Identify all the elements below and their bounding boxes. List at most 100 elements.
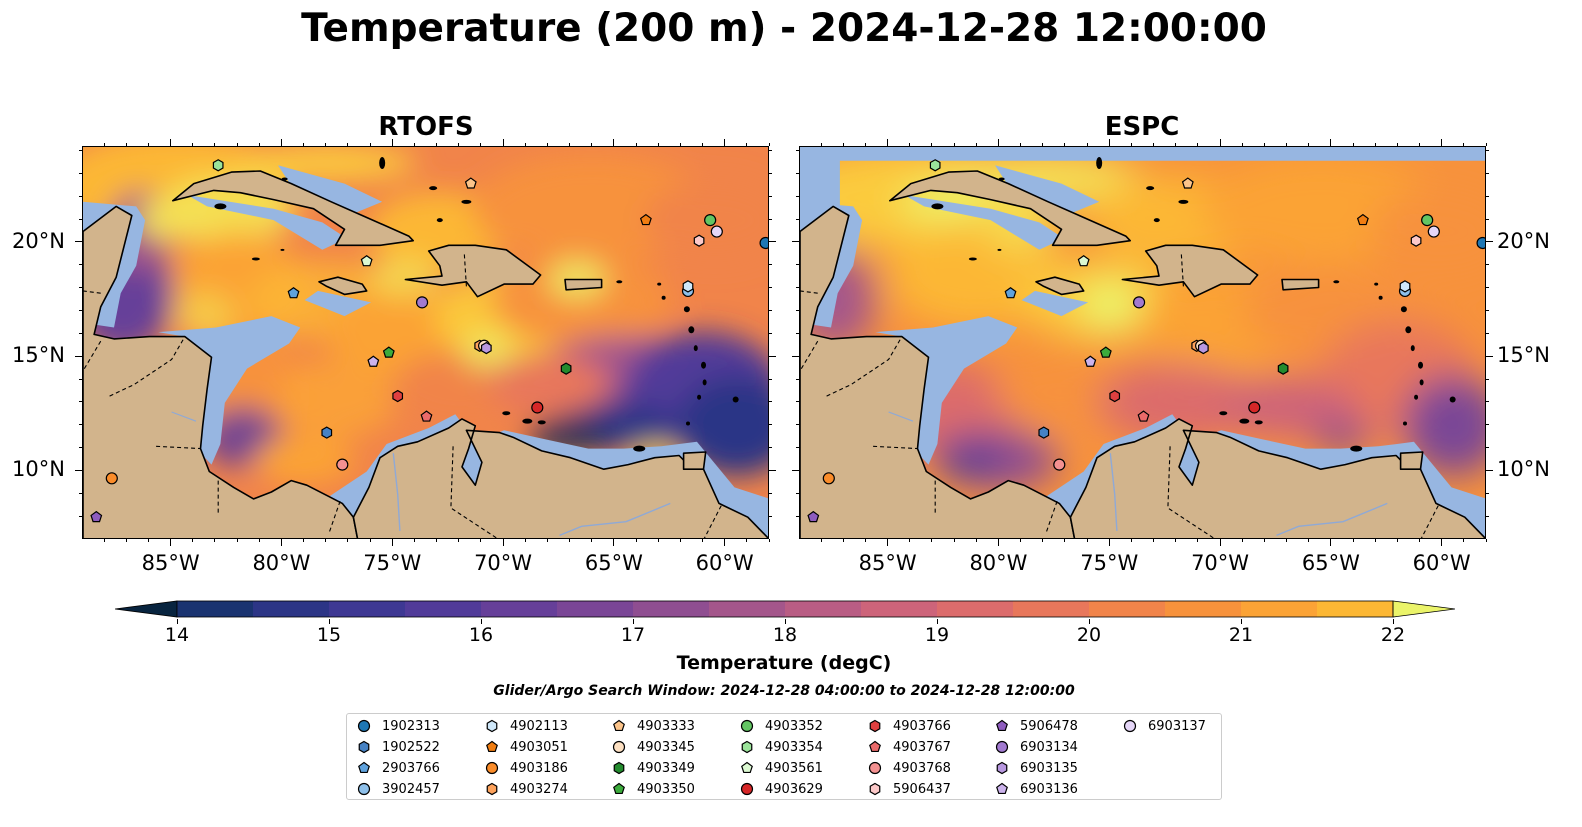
float-marker-4903629[interactable]: [1248, 401, 1261, 414]
legend-label: 4903352: [765, 718, 823, 734]
colorbar-band: [557, 601, 634, 617]
legend-item: 6903135: [995, 758, 1078, 778]
float-marker-4902113[interactable]: [1399, 280, 1411, 293]
float-marker-4903333[interactable]: [1181, 177, 1194, 189]
float-marker-4903051[interactable]: [1356, 213, 1369, 226]
float-marker-4903561[interactable]: [360, 254, 373, 267]
lon-tick: [369, 539, 371, 542]
lat-tick: [769, 150, 772, 152]
float-marker-6903135[interactable]: [1197, 341, 1209, 355]
small-island: [616, 280, 623, 284]
country-border: [83, 290, 101, 294]
float-marker-6903137[interactable]: [1427, 225, 1440, 238]
float-marker-1902522[interactable]: [321, 426, 333, 439]
float-marker-4903051[interactable]: [639, 213, 652, 226]
float-marker-4903768[interactable]: [1053, 458, 1066, 471]
float-marker-4903186[interactable]: [105, 472, 118, 485]
float-marker-5906478[interactable]: [90, 510, 103, 523]
lon-tick: [1463, 539, 1465, 542]
float-marker-4903354[interactable]: [212, 159, 224, 172]
small-island: [998, 177, 1005, 181]
lon-tick: [325, 143, 327, 146]
float-marker-5906478[interactable]: [807, 510, 820, 523]
land-hispaniola: [404, 244, 542, 298]
small-island: [997, 248, 1002, 251]
float-marker-4903350[interactable]: [1099, 346, 1112, 358]
float-marker-2903766[interactable]: [287, 286, 300, 299]
lon-tick: [635, 143, 637, 146]
lat-tick: [796, 150, 799, 152]
legend-label: 3902457: [382, 781, 440, 797]
lon-tick: [679, 539, 681, 542]
float-marker-1902522[interactable]: [1038, 426, 1050, 439]
lon-tick: [931, 143, 933, 146]
float-marker-6903134[interactable]: [415, 296, 429, 309]
circle-marker-icon: [868, 761, 882, 775]
float-marker-6903135[interactable]: [480, 341, 492, 355]
legend-item: 4903354: [740, 737, 823, 757]
legend-item: 4903051: [485, 737, 568, 757]
legend-item: 6903136: [995, 779, 1078, 799]
float-marker-4903352[interactable]: [704, 214, 717, 227]
pentagon-marker-icon: [996, 719, 1008, 732]
lon-tick-label: 60°W: [1412, 551, 1471, 575]
lat-tick: [1486, 195, 1489, 197]
float-marker-4903354[interactable]: [929, 159, 941, 172]
lat-tick: [769, 195, 772, 197]
float-marker-4903768[interactable]: [336, 458, 349, 471]
lat-tick-label: 15°N: [1497, 343, 1550, 368]
lat-tick: [796, 287, 799, 289]
small-island: [1374, 282, 1379, 286]
float-marker-4903766[interactable]: [1109, 389, 1121, 403]
lon-tick: [436, 539, 438, 542]
float-marker-1902313[interactable]: [1476, 236, 1486, 250]
float-marker-5906437[interactable]: [693, 234, 705, 247]
lon-tick: [1286, 539, 1288, 542]
small-island: [931, 203, 944, 210]
lat-tick: [1486, 287, 1489, 289]
float-marker-6903134[interactable]: [1132, 296, 1146, 309]
land-hispaniola: [1121, 244, 1259, 298]
float-marker-4903350[interactable]: [382, 346, 395, 358]
lon-tick: [1042, 143, 1044, 146]
float-marker-4903352[interactable]: [1421, 214, 1434, 227]
float-marker-4903186[interactable]: [822, 472, 835, 485]
lon-tick: [1485, 143, 1487, 146]
lon-tick: [1197, 143, 1199, 146]
shallow-water: [187, 195, 347, 250]
lon-tick: [931, 539, 933, 542]
float-marker-5906437[interactable]: [1410, 234, 1422, 247]
float-marker-4903767[interactable]: [420, 410, 433, 422]
float-marker-4903349[interactable]: [1277, 362, 1289, 375]
float-marker-4902113[interactable]: [682, 280, 694, 293]
lat-tick: [79, 447, 82, 449]
float-marker-6903136[interactable]: [1084, 355, 1097, 367]
legend-label: 4903349: [637, 760, 695, 776]
float-marker-4903629[interactable]: [531, 401, 544, 414]
lon-tick: [1419, 539, 1421, 542]
float-marker-4903766[interactable]: [392, 389, 404, 403]
map-panel-rtofs[interactable]: [82, 146, 769, 539]
float-marker-1902313[interactable]: [759, 236, 769, 250]
float-marker-4903333[interactable]: [464, 177, 477, 189]
lon-tick: [436, 143, 438, 146]
float-legend: 1902313 1902522 2903766 3902457 4902113 49030…: [346, 713, 1222, 800]
legend-item: 4903274: [485, 779, 568, 799]
pentagon-marker-icon: [741, 761, 753, 774]
map-panel-espc[interactable]: [799, 146, 1486, 539]
colorbar-tick: [784, 619, 786, 624]
float-marker-6903137[interactable]: [710, 225, 723, 238]
colorbar-band: [1089, 601, 1166, 617]
hexagon-marker-icon: [869, 782, 881, 796]
float-marker-4903561[interactable]: [1077, 254, 1090, 267]
lat-tick: [769, 515, 772, 517]
float-marker-6903136[interactable]: [367, 355, 380, 367]
lat-tick: [79, 172, 82, 174]
temperature-patch: [136, 200, 217, 241]
search-window-label: Glider/Argo Search Window: 2024-12-28 04…: [493, 683, 1075, 699]
legend-item: 6903137: [1123, 716, 1206, 736]
float-marker-4903349[interactable]: [560, 362, 572, 375]
float-marker-2903766[interactable]: [1004, 286, 1017, 299]
colorbar-tick-label: 18: [772, 624, 798, 646]
float-marker-4903767[interactable]: [1137, 410, 1150, 422]
